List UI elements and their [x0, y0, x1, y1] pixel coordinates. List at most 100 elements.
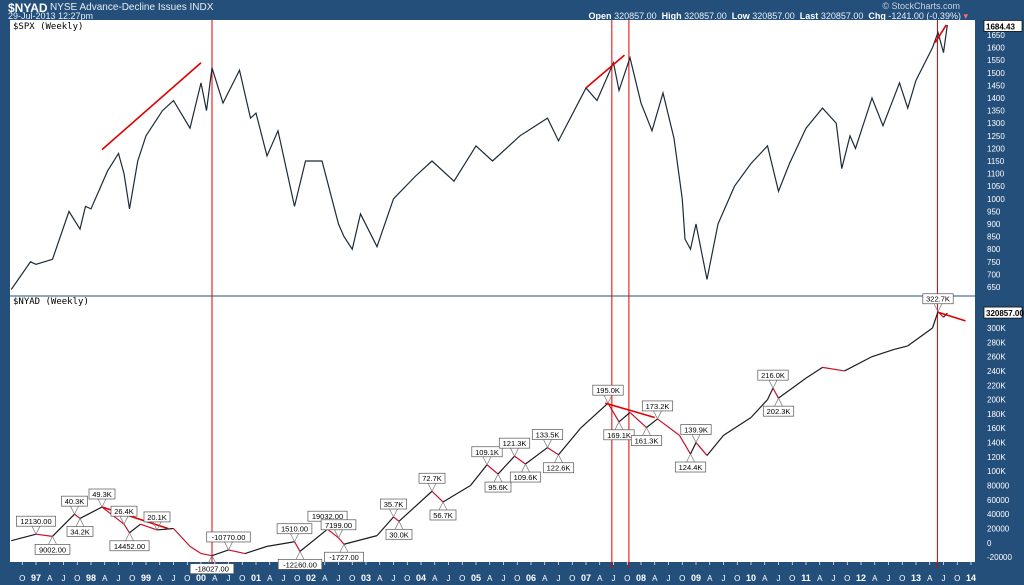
- nyad-line-segment: [689, 442, 697, 455]
- nyad-line-segment: [470, 464, 488, 486]
- nyad-last-value-box: [983, 306, 1023, 319]
- x-month-label: J: [62, 574, 66, 583]
- nyad-line-segment: [398, 490, 433, 522]
- nyad-line-segment: [431, 490, 444, 503]
- spx-y-tick-label: 950: [987, 207, 1001, 216]
- spx-y-tick-label: 850: [987, 233, 1001, 242]
- annotation-leader: [646, 427, 651, 436]
- x-month-label: O: [789, 574, 795, 583]
- nyad-y-tick-label: 20000: [987, 524, 1010, 533]
- annotation-leader: [75, 518, 81, 527]
- annotation-box: [471, 446, 503, 458]
- spx-y-tick-label: 1400: [987, 94, 1005, 103]
- annotation-label: -12260.00: [283, 560, 317, 569]
- spx-y-tick-label: 700: [987, 270, 1001, 279]
- nyad-line-segment: [695, 442, 708, 456]
- nyad-y-tick-label: 40000: [987, 510, 1010, 519]
- x-month-label: J: [777, 574, 781, 583]
- nyad-line-segment: [766, 387, 774, 400]
- x-month-label: A: [597, 574, 603, 583]
- x-month-label: O: [349, 574, 355, 583]
- annotation-box: [542, 462, 575, 474]
- x-month-label: J: [117, 574, 121, 583]
- x-month-label: O: [844, 574, 850, 583]
- annotation-leader: [543, 439, 548, 448]
- nyad-y-tick-label: 180K: [987, 410, 1006, 419]
- x-month-label: A: [872, 574, 878, 583]
- annotation-label: 30.0K: [389, 530, 409, 539]
- last-value: 320857.00: [820, 11, 864, 21]
- nyad-line-segment: [907, 327, 933, 347]
- x-month-label: A: [47, 574, 53, 583]
- x-month-label: O: [184, 574, 190, 583]
- annotation-label: 95.6K: [488, 483, 508, 492]
- x-month-label: O: [624, 574, 630, 583]
- down-arrow-icon: ▾: [963, 11, 968, 21]
- nyad-line-segment: [376, 516, 394, 537]
- annotation-label: 133.5K: [536, 431, 560, 440]
- annotation-leader: [547, 439, 552, 448]
- annotation-leader: [35, 526, 41, 535]
- x-month-label: A: [817, 574, 823, 583]
- nyad-last-value: 320857.00: [986, 309, 1024, 318]
- nyad-y-tick-label: 100K: [987, 467, 1006, 476]
- annotation-leader: [343, 544, 349, 553]
- annotation-leader: [438, 501, 444, 511]
- annotation-leader: [642, 427, 647, 436]
- x-month-label: J: [612, 574, 616, 583]
- annotation-box: [498, 437, 531, 449]
- annotation-leader: [207, 555, 213, 564]
- annotation-box: [110, 505, 138, 517]
- annotation-leader: [690, 453, 695, 463]
- annotation-label: 121.3K: [503, 439, 527, 448]
- nyad-line-segment: [871, 348, 895, 358]
- nyad-y-tick-label: 160K: [987, 424, 1006, 433]
- annotation-leader: [497, 473, 503, 483]
- spx-y-tick-label: 1100: [987, 170, 1005, 179]
- nyad-line-segment: [173, 528, 191, 547]
- high-value: 320857.00: [684, 11, 727, 21]
- x-month-label: A: [652, 574, 658, 583]
- nyad-line-segment: [580, 402, 609, 429]
- annotation-label: 109.6K: [514, 473, 538, 482]
- spx-panel-title: $SPX (Weekly): [13, 22, 83, 32]
- nyad-line-segment: [52, 513, 75, 537]
- x-year-label: 12: [856, 573, 866, 583]
- nyad-line-segment: [244, 545, 268, 555]
- x-year-label: 05: [471, 573, 481, 583]
- nyad-y-tick-label: 280K: [987, 338, 1006, 347]
- annotation-leader: [774, 398, 779, 407]
- annotation-box: [66, 526, 94, 537]
- annotation-box: [757, 369, 789, 381]
- annotation-leader: [933, 303, 939, 312]
- annotation-box: [762, 405, 795, 417]
- x-month-label: A: [102, 574, 108, 583]
- annotation-leader: [768, 379, 774, 389]
- nyad-line-segment: [525, 447, 548, 465]
- annotation-leader: [129, 532, 134, 541]
- nyad-y-tick-label: 260K: [987, 353, 1006, 362]
- annotation-leader: [653, 410, 658, 420]
- nyad-line-segment: [678, 435, 692, 455]
- annotation-leader: [48, 536, 53, 545]
- annotation-leader: [299, 551, 305, 560]
- x-year-label: 09: [691, 573, 701, 583]
- annotation-leader: [778, 398, 783, 407]
- x-year-label: 02: [306, 573, 316, 583]
- nyad-line-segment: [629, 412, 647, 428]
- x-month-label: A: [432, 574, 438, 583]
- annotation-box: [380, 498, 407, 510]
- x-month-label: J: [722, 574, 726, 583]
- annotation-label: 139.9K: [684, 426, 708, 435]
- annotation-leader: [558, 454, 563, 463]
- nyad-line-segment: [266, 541, 295, 547]
- annotation-box: [109, 540, 150, 552]
- nyad-line-segment: [299, 528, 328, 552]
- nyad-line-segment: [228, 549, 246, 555]
- annotation-label: 173.2K: [646, 402, 670, 411]
- chg-label: Chg: [868, 11, 886, 21]
- annotation-box: [680, 424, 712, 435]
- x-month-label: O: [679, 574, 685, 583]
- annotation-box: [324, 551, 364, 563]
